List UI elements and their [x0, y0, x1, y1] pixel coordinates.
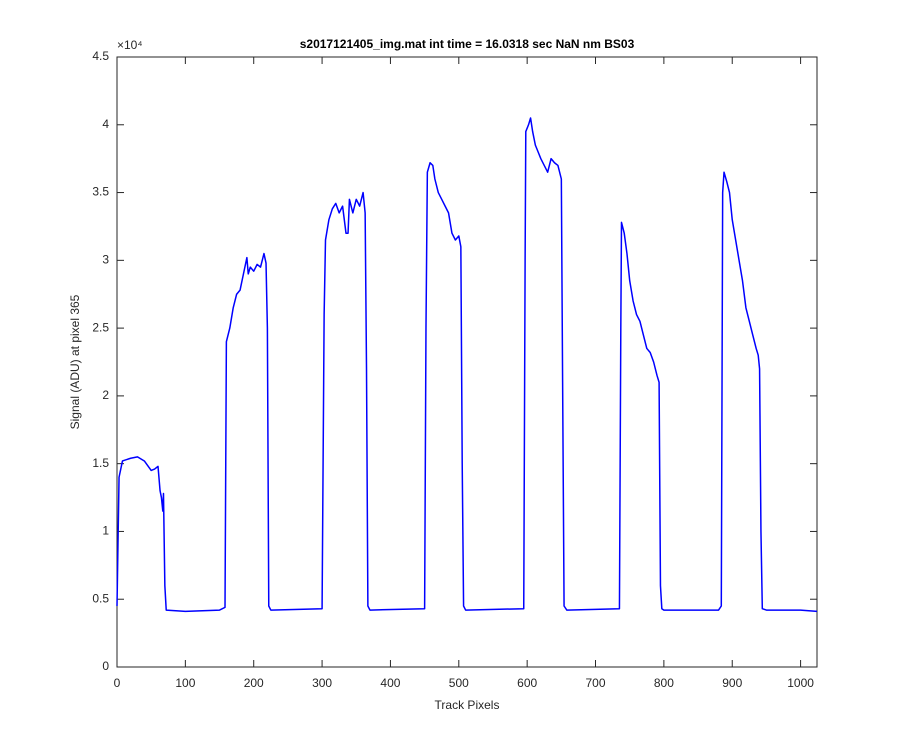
y-tick-label: 4.5	[92, 49, 109, 63]
x-tick-label: 400	[380, 676, 400, 690]
x-axis-label: Track Pixels	[435, 698, 500, 712]
data-line	[116, 117, 818, 613]
x-tick-label: 600	[517, 676, 537, 690]
x-tick-label: 200	[244, 676, 264, 690]
plot-area	[116, 56, 818, 668]
x-tick-label: 0	[114, 676, 121, 690]
y-tick-label: 2	[102, 388, 109, 402]
x-tick-label: 100	[175, 676, 195, 690]
y-tick-label: 1	[102, 524, 109, 538]
y-tick-label: 2.5	[92, 320, 109, 334]
y-tick-label: 3.5	[92, 185, 109, 199]
x-tick-label: 500	[449, 676, 469, 690]
x-tick-label: 1000	[787, 676, 814, 690]
y-tick-label: 1.5	[92, 456, 109, 470]
x-tick-label: 800	[654, 676, 674, 690]
y-exponent: ×10⁴	[117, 38, 143, 52]
x-tick-label: 700	[586, 676, 606, 690]
y-tick-label: 4	[102, 117, 109, 131]
x-tick-label: 900	[722, 676, 742, 690]
x-tick-label: 300	[312, 676, 332, 690]
y-axis-label: Signal (ADU) at pixel 365	[68, 294, 82, 429]
y-tick-label: 3	[102, 253, 109, 267]
chart-title: s2017121405_img.mat int time = 16.0318 s…	[300, 37, 635, 51]
y-tick-label: 0	[102, 659, 109, 673]
y-tick-label: 0.5	[92, 591, 109, 605]
